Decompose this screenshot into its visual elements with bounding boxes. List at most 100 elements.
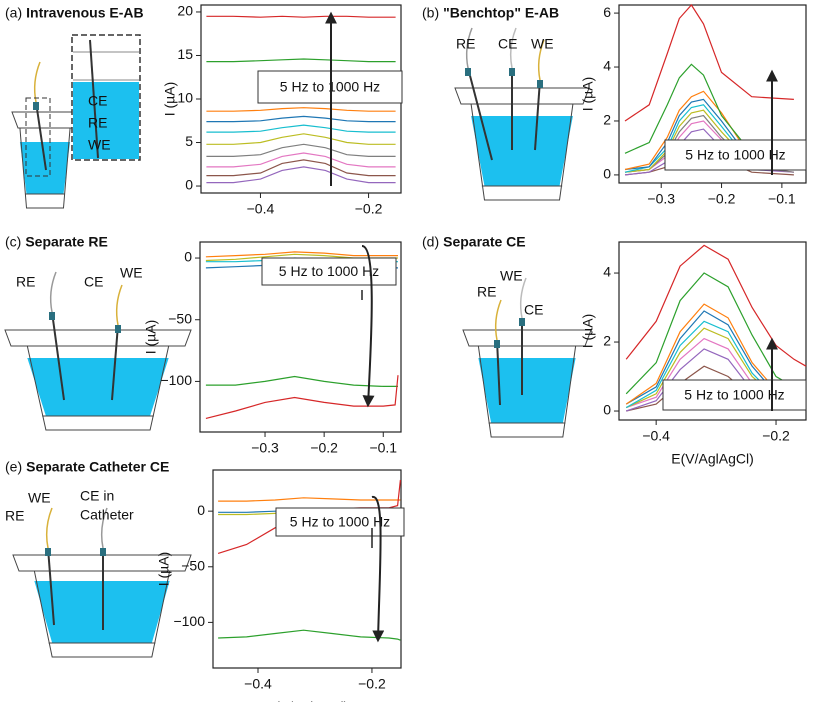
panel-title: Separate CE <box>443 234 525 250</box>
diagram-label: RE <box>456 36 475 52</box>
y-tick-label: 4 <box>603 58 611 74</box>
panel-title: "Benchtop" E-AB <box>443 5 559 21</box>
zoom-region <box>25 97 51 177</box>
beaker-rim <box>462 329 592 347</box>
beaker-cup <box>477 345 577 438</box>
electrode-tip <box>115 325 121 333</box>
x-tick-label: −0.1 <box>369 440 397 456</box>
plot-frame <box>199 241 402 433</box>
x-tick-label: −0.2 <box>762 428 790 444</box>
line-series <box>206 58 396 63</box>
x-axis-label: E(V/AglAgCl) <box>266 699 348 702</box>
annotation-box <box>662 379 807 411</box>
y-tick-label: 2 <box>603 112 611 128</box>
diagram-label: WE <box>28 490 51 506</box>
schematics <box>4 27 592 658</box>
lead-wire <box>115 284 123 326</box>
annotation-box <box>664 139 807 171</box>
x-tick-label: −0.4 <box>642 428 670 444</box>
electrode-tip <box>494 340 500 348</box>
y-axis-label: I (µA) <box>143 320 159 355</box>
water <box>478 358 576 423</box>
beaker-cup <box>19 127 71 209</box>
lead-wire <box>537 39 545 81</box>
y-tick-label: −100 <box>173 613 205 629</box>
y-tick-label: 15 <box>177 46 193 62</box>
x-axis-label: E(V/AglAgCl) <box>671 451 753 467</box>
line-series <box>205 375 399 419</box>
diagram-label: RE <box>88 115 107 131</box>
y-tick-label: 0 <box>603 166 611 182</box>
diagram-label: WE <box>88 137 111 153</box>
y-tick-label: 5 <box>185 133 193 149</box>
y-axis-label: I (µA) <box>162 82 178 117</box>
plot-frame <box>618 241 807 421</box>
x-tick-label: −0.4 <box>244 676 272 692</box>
line-series <box>206 152 396 168</box>
y-tick-label: 6 <box>603 4 611 20</box>
diagram-label: CE <box>84 274 103 290</box>
line-series <box>206 107 396 112</box>
electrode <box>51 311 65 401</box>
lead-wire <box>465 27 473 69</box>
annotation: 5 Hz to 1000 Hz <box>684 387 784 403</box>
electrode <box>467 67 493 161</box>
y-tick-label: −50 <box>181 557 205 573</box>
x-tick-label: −0.4 <box>247 201 275 217</box>
beaker-rim <box>4 329 192 347</box>
diagram-label: CE in <box>80 488 114 504</box>
panel-label: (c) <box>5 234 21 250</box>
water <box>471 116 573 186</box>
lead-wire <box>33 61 41 103</box>
line-series <box>205 375 398 387</box>
y-tick-label: 0 <box>184 249 192 265</box>
line-series <box>206 124 396 133</box>
line-series <box>624 4 794 122</box>
electrode <box>534 79 541 151</box>
line-series <box>206 133 396 145</box>
panel-label: (b) <box>422 5 439 21</box>
diagram-label: RE <box>477 284 496 300</box>
x-tick-label: −0.2 <box>358 676 386 692</box>
zoom-water <box>73 82 139 159</box>
line-series <box>206 159 396 177</box>
beaker-rim <box>12 554 192 572</box>
y-tick-label: 0 <box>185 177 193 193</box>
diagram-label: WE <box>531 36 554 52</box>
electrode-tip <box>519 318 525 326</box>
diagram-label: CE <box>88 93 107 109</box>
y-tick-label: −100 <box>160 372 192 388</box>
diagram-label: CE <box>524 302 543 318</box>
lead-wire <box>519 277 527 319</box>
annotation-arrow <box>361 245 375 408</box>
electrode <box>496 339 501 406</box>
electrode-tip <box>537 80 543 88</box>
plot-frame <box>618 4 807 184</box>
electrode-tip <box>509 68 515 76</box>
electrode-tip <box>45 548 51 556</box>
y-axis-label: I (µA) <box>580 314 596 349</box>
annotation-box <box>261 257 397 286</box>
y-tick-label: 20 <box>177 3 193 19</box>
annotation: 5 Hz to 1000 Hz <box>685 147 785 163</box>
electrode-tip <box>49 312 55 320</box>
diagram-label: Catheter <box>80 507 134 523</box>
x-tick-label: −0.3 <box>647 191 675 207</box>
annotation-box <box>275 507 405 537</box>
panel-label: (a) <box>5 5 22 21</box>
electrode-tip <box>100 548 106 556</box>
lead-wire <box>45 507 53 549</box>
x-tick-label: −0.3 <box>251 440 279 456</box>
panel-label: (d) <box>422 234 439 250</box>
lead-wire <box>494 299 502 341</box>
line-series <box>206 115 396 123</box>
electrode <box>47 547 55 626</box>
water <box>27 358 169 416</box>
lead-wire <box>509 27 517 69</box>
line-series <box>625 244 807 367</box>
electrode <box>111 324 119 401</box>
annotation: 5 Hz to 1000 Hz <box>290 514 390 530</box>
line-series <box>206 143 396 157</box>
y-tick-label: 2 <box>603 333 611 349</box>
